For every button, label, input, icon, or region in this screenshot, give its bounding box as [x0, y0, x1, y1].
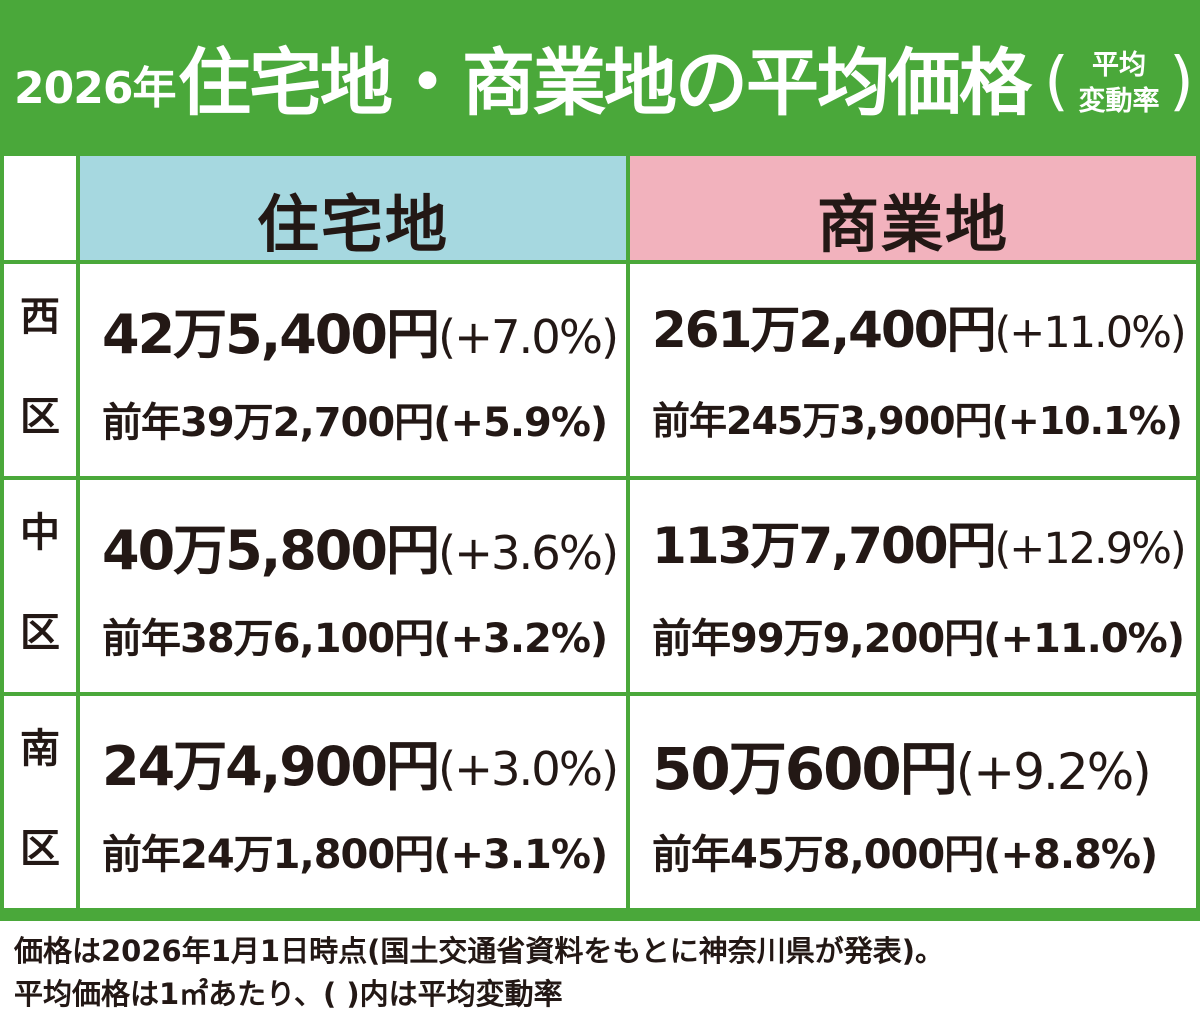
- column-header-residential-label: 住宅地: [256, 188, 449, 261]
- column-header-residential: 住宅地: [80, 156, 626, 261]
- column-header-commercial: 商業地: [630, 156, 1196, 261]
- row-header-ward: 西区: [4, 264, 76, 476]
- title-note-line2: 変動率: [1078, 86, 1160, 117]
- price-previous-year: 前年245万3,900円(+10.1%): [652, 399, 1183, 443]
- row-header-ward: 南区: [4, 696, 76, 908]
- title-bar: 2026年 住宅地・商業地の平均価格 ( 平均 変動率 ): [0, 0, 1200, 152]
- ward-char: 西: [20, 294, 60, 340]
- price-value: 42万5,400円: [102, 303, 440, 366]
- price-value: 113万7,700円: [652, 517, 997, 575]
- price-current: 50万600円(+9.2%): [652, 722, 1152, 806]
- price-previous-year: 前年24万1,800円(+3.1%): [102, 832, 608, 878]
- price-current: 261万2,400円(+11.0%): [652, 290, 1187, 362]
- ward-char: 南: [20, 726, 60, 772]
- title-year: 2026年: [14, 63, 176, 114]
- price-change: (+3.6%): [437, 526, 619, 580]
- title-note-line1: 平均: [1092, 50, 1146, 81]
- price-current: 42万5,400円(+7.0%): [102, 290, 619, 369]
- price-value: 40万5,800円: [102, 519, 440, 582]
- price-table: 住宅地 商業地 西区 42万5,400円(+7.0%) 前年39万2,700円(+5…: [0, 152, 1200, 921]
- price-value: 50万600円: [652, 735, 958, 803]
- table-cell-residential: 42万5,400円(+7.0%) 前年39万2,700円(+5.9%): [80, 264, 626, 476]
- left-paren: (: [1044, 45, 1069, 119]
- price-change: (+9.2%): [955, 743, 1152, 801]
- price-previous-year: 前年99万9,200円(+11.0%): [652, 616, 1185, 662]
- ward-char: 中: [20, 510, 60, 556]
- table-cell-residential: 40万5,800円(+3.6%) 前年38万6,100円(+3.2%): [80, 480, 626, 692]
- table-cell-commercial: 113万7,700円(+12.9%) 前年99万9,200円(+11.0%): [630, 480, 1196, 692]
- price-value: 261万2,400円: [652, 301, 997, 359]
- column-header-commercial-label: 商業地: [816, 188, 1009, 261]
- chart-title: 住宅地・商業地の平均価格: [178, 41, 1032, 126]
- price-change: (+3.0%): [437, 742, 619, 796]
- title-note-text: 平均 変動率: [1066, 48, 1172, 120]
- price-value: 24万4,900円: [102, 735, 440, 798]
- table-corner-cell: [4, 156, 76, 260]
- right-paren: ): [1169, 45, 1194, 119]
- price-current: 113万7,700円(+12.9%): [652, 506, 1187, 578]
- price-change: (+11.0%): [994, 308, 1187, 358]
- price-current: 24万4,900円(+3.0%): [102, 722, 619, 801]
- footnote-line1: 価格は2026年1月1日時点(国土交通省資料をもとに神奈川県が発表)。: [14, 934, 944, 968]
- price-previous-year: 前年38万6,100円(+3.2%): [102, 616, 608, 662]
- price-change: (+12.9%): [994, 524, 1187, 574]
- price-current: 40万5,800円(+3.6%): [102, 506, 619, 585]
- ward-char: 区: [20, 610, 60, 656]
- table-cell-residential: 24万4,900円(+3.0%) 前年24万1,800円(+3.1%): [80, 696, 626, 908]
- price-previous-year: 前年45万8,000円(+8.8%): [652, 832, 1158, 878]
- footnote: 価格は2026年1月1日時点(国土交通省資料をもとに神奈川県が発表)。 平均価格…: [14, 930, 1194, 1016]
- price-previous-year: 前年39万2,700円(+5.9%): [102, 400, 608, 446]
- table-cell-commercial: 261万2,400円(+11.0%) 前年245万3,900円(+10.1%): [630, 264, 1196, 476]
- row-header-ward: 中区: [4, 480, 76, 692]
- ward-char: 区: [20, 826, 60, 872]
- title-note: ( 平均 変動率 ): [1044, 44, 1194, 128]
- ward-char: 区: [20, 394, 60, 440]
- price-change: (+7.0%): [437, 310, 619, 364]
- footnote-line2: 平均価格は1㎡あたり、( )内は平均変動率: [14, 977, 563, 1011]
- table-cell-commercial: 50万600円(+9.2%) 前年45万8,000円(+8.8%): [630, 696, 1196, 908]
